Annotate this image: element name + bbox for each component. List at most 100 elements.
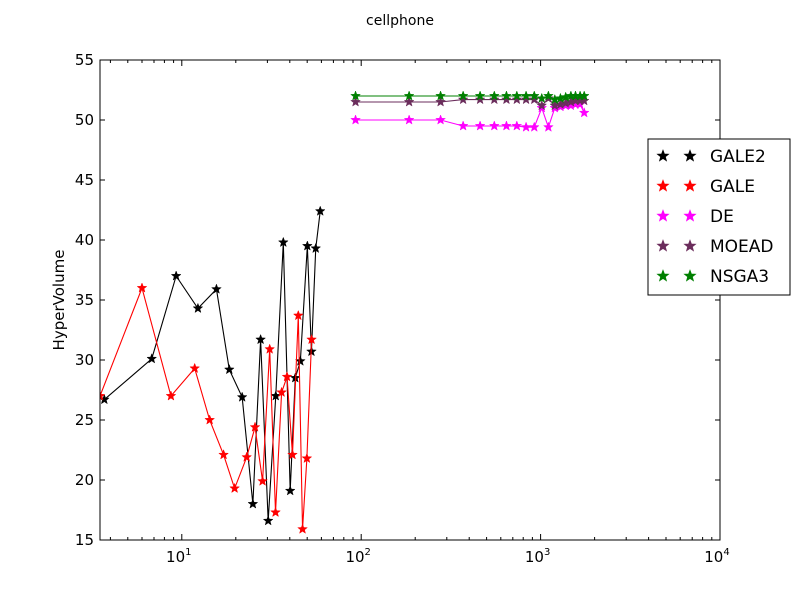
data-point-nsga3 xyxy=(578,90,590,101)
data-point-gale xyxy=(276,386,288,398)
y-axis-label: HyperVolume xyxy=(50,250,68,351)
data-point-de xyxy=(403,114,415,125)
x-tick-exponent: 1 xyxy=(185,547,191,558)
legend-marker-gale2 xyxy=(656,149,670,162)
data-point-de xyxy=(474,120,486,131)
data-point-gale xyxy=(270,506,281,518)
y-tick-label: 15 xyxy=(75,531,94,549)
y-tick-label: 55 xyxy=(75,51,94,69)
data-point-moead xyxy=(536,99,548,111)
data-point-nsga3 xyxy=(511,90,523,101)
data-point-de xyxy=(350,114,361,125)
legend-label-gale2: GALE2 xyxy=(710,147,766,167)
x-tick-base: 10 xyxy=(525,548,544,566)
legend-marker-de xyxy=(656,209,670,222)
legend-marker-moead xyxy=(656,239,670,252)
legend-marker-gale xyxy=(683,179,697,192)
data-point-gale xyxy=(264,343,276,354)
y-tick-label: 30 xyxy=(75,351,94,369)
x-tick-base: 10 xyxy=(166,548,185,566)
data-point-gale2 xyxy=(146,353,158,364)
x-tick-exponent: 4 xyxy=(723,547,729,558)
series-layer xyxy=(100,90,590,534)
legend-marker-moead xyxy=(683,239,697,252)
data-point-gale xyxy=(136,282,148,293)
data-point-gale2 xyxy=(223,363,235,375)
series-gale xyxy=(100,282,318,534)
data-point-gale2 xyxy=(277,236,289,248)
data-point-gale xyxy=(241,451,253,462)
data-point-moead xyxy=(578,95,590,106)
data-point-de xyxy=(435,114,447,125)
data-point-gale2 xyxy=(170,270,182,281)
data-point-gale xyxy=(297,523,308,534)
data-point-gale2 xyxy=(211,283,222,294)
x-tick-label: 101 xyxy=(166,547,191,566)
legend-label-nsga3: NSGA3 xyxy=(710,267,769,287)
legend-marker-de xyxy=(683,209,697,222)
data-point-gale xyxy=(301,452,313,464)
legend-marker-nsga3 xyxy=(656,269,670,282)
data-point-moead xyxy=(403,96,415,107)
data-point-gale xyxy=(292,309,304,321)
data-point-gale2 xyxy=(262,515,274,526)
legend-label-moead: MOEAD xyxy=(710,237,774,257)
data-point-nsga3 xyxy=(528,90,540,101)
data-point-de xyxy=(528,121,540,132)
data-point-gale2 xyxy=(247,498,259,509)
data-point-gale2 xyxy=(255,333,267,345)
y-tick-label: 45 xyxy=(75,171,94,189)
data-point-gale xyxy=(100,390,106,401)
chart-title: cellphone xyxy=(366,13,434,29)
data-point-de xyxy=(501,120,512,131)
x-tick-label: 102 xyxy=(345,547,370,566)
data-point-nsga3 xyxy=(488,90,500,101)
data-point-nsga3 xyxy=(457,90,469,101)
data-point-gale xyxy=(189,362,201,374)
data-point-gale xyxy=(204,414,216,425)
series-nsga3 xyxy=(350,90,590,105)
legend-label-de: DE xyxy=(710,207,734,227)
y-tick-label: 35 xyxy=(75,291,94,309)
data-point-gale xyxy=(287,449,298,460)
data-point-gale xyxy=(165,390,177,401)
data-point-moead xyxy=(488,93,500,105)
x-tick-label: 103 xyxy=(525,547,550,566)
data-point-gale2 xyxy=(301,240,313,251)
data-point-gale xyxy=(229,482,241,494)
y-tick-label: 40 xyxy=(75,231,94,249)
data-point-de xyxy=(578,107,590,118)
y-tick-label: 50 xyxy=(75,111,94,129)
data-point-gale xyxy=(306,333,318,345)
x-tick-base: 10 xyxy=(345,548,364,566)
data-point-moead xyxy=(474,93,486,105)
data-point-gale2 xyxy=(284,485,296,496)
data-point-nsga3 xyxy=(435,90,447,101)
data-point-nsga3 xyxy=(542,90,554,101)
data-point-gale xyxy=(281,371,293,382)
data-point-gale xyxy=(257,475,269,486)
data-point-gale2 xyxy=(310,242,322,254)
data-point-nsga3 xyxy=(403,90,415,101)
data-point-gale xyxy=(249,421,261,432)
x-tick-exponent: 2 xyxy=(365,547,371,558)
legend: GALE2 GALE DE MOEAD NSGA3 xyxy=(647,138,791,296)
data-point-de xyxy=(457,120,469,131)
legend-marker-gale xyxy=(656,179,670,192)
x-tick-exponent: 3 xyxy=(544,547,550,558)
x-tick-base: 10 xyxy=(704,548,723,566)
legend-frame xyxy=(647,138,791,296)
data-point-nsga3 xyxy=(536,92,548,104)
data-point-nsga3 xyxy=(350,90,361,101)
data-point-de xyxy=(511,120,523,131)
data-point-nsga3 xyxy=(474,90,486,101)
data-point-moead xyxy=(528,93,540,105)
data-point-de xyxy=(542,121,554,132)
data-point-gale2 xyxy=(236,391,248,402)
legend-label-gale: GALE xyxy=(710,177,755,197)
data-point-moead xyxy=(511,93,523,105)
y-tick-label: 20 xyxy=(75,471,94,489)
data-point-gale2 xyxy=(314,205,326,216)
